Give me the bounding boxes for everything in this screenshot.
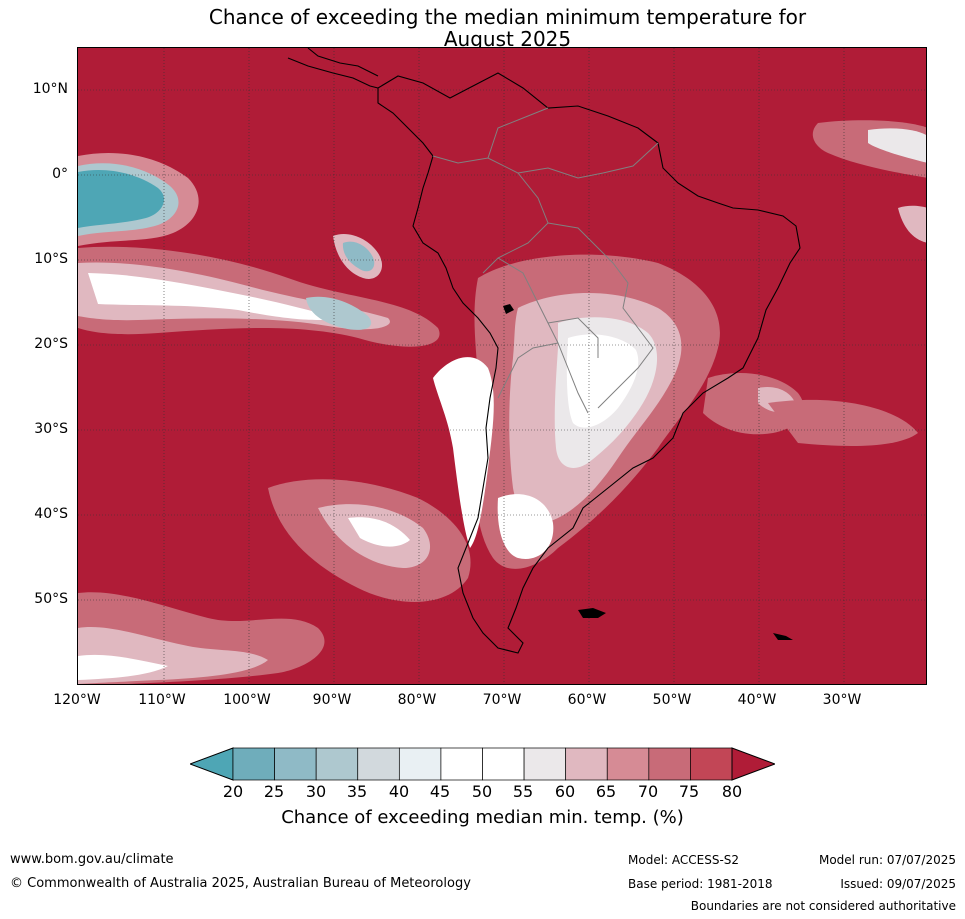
lat-label-10s: 10°S: [34, 251, 68, 267]
lake-titicaca: [503, 304, 514, 314]
falkland-islands: [578, 608, 606, 618]
central-america-coastline: [287, 48, 379, 89]
lon-label-40w: 40°W: [737, 692, 777, 708]
lon-label-80w: 80°W: [397, 692, 437, 708]
lon-label-110w: 110°W: [138, 692, 186, 708]
colorbar-tick-55: 55: [512, 782, 534, 801]
footer-copyright: © Commonwealth of Australia 2025, Austra…: [10, 876, 471, 891]
south-pacific-anomaly-region: [78, 479, 471, 684]
andes-strip: [433, 357, 494, 548]
colorbar-box: [274, 747, 317, 781]
colorbar-arrow-high: [731, 747, 775, 781]
footer-model-run: Model run: 07/07/2025: [818, 853, 956, 867]
continental-anomaly-region: [474, 254, 720, 569]
colorbar-tick-70: 70: [637, 782, 659, 801]
colorbar-box: [690, 747, 733, 781]
footer-model: Model: ACCESS-S2: [628, 853, 740, 867]
colorbar-arrow-low: [190, 747, 234, 781]
lat-label-50s: 50°S: [34, 591, 68, 607]
lon-label-120w: 120°W: [53, 692, 101, 708]
footer-base-period: Base period: 1981-2018: [628, 877, 773, 891]
atlantic-anomaly-region: [703, 120, 926, 446]
colorbar-box: [440, 747, 483, 781]
colorbar-tick-35: 35: [346, 782, 368, 801]
lon-label-30w: 30°W: [822, 692, 862, 708]
map-title-line2: August 2025: [443, 27, 572, 51]
lon-label-60w: 60°W: [567, 692, 607, 708]
map-canvas: [78, 48, 926, 684]
colorbar-box: [232, 747, 275, 781]
south-georgia: [773, 633, 793, 640]
lon-label-50w: 50°W: [652, 692, 692, 708]
pacific-band-region: [78, 233, 440, 347]
map-gridlines: [78, 48, 926, 684]
map-panel: [77, 47, 927, 685]
lat-label-30s: 30°S: [34, 421, 68, 437]
colorbar-box: [565, 747, 608, 781]
colorbar-box: [648, 747, 691, 781]
map-title-line1: Chance of exceeding the median minimum t…: [208, 5, 807, 29]
lat-label-0: 0°: [52, 166, 68, 182]
colorbar-box: [523, 747, 567, 781]
colorbar-box: [482, 747, 525, 781]
colorbar: [190, 747, 775, 781]
colorbar-box: [606, 747, 650, 781]
colorbar-tick-80: 80: [721, 782, 743, 801]
colorbar-tick-45: 45: [429, 782, 451, 801]
footer-issued: Issued: 09/07/2025: [840, 877, 956, 891]
colorbar-tick-40: 40: [388, 782, 410, 801]
footer-website: www.bom.gov.au/climate: [10, 852, 174, 867]
colorbar-tick-30: 30: [305, 782, 327, 801]
colorbar-label: Chance of exceeding median min. temp. (%…: [281, 807, 684, 828]
footer-disclaimer: Boundaries are not considered authoritat…: [690, 899, 956, 913]
colorbar-box: [357, 747, 400, 781]
lon-label-70w: 70°W: [482, 692, 522, 708]
south-america-coastline: [377, 72, 801, 654]
lat-label-20s: 20°S: [34, 336, 68, 352]
lat-label-40s: 40°S: [34, 506, 68, 522]
country-borders: [432, 107, 659, 414]
pacific-anomaly-region: [78, 152, 199, 246]
colorbar-tick-20: 20: [222, 782, 244, 801]
colorbar-box: [315, 747, 359, 781]
colorbar-tick-75: 75: [678, 782, 700, 801]
lat-label-10n: 10°N: [32, 81, 68, 97]
colorbar-tick-25: 25: [263, 782, 285, 801]
colorbar-tick-60: 60: [554, 782, 576, 801]
lon-label-100w: 100°W: [223, 692, 271, 708]
lon-label-90w: 90°W: [312, 692, 352, 708]
colorbar-tick-50: 50: [471, 782, 493, 801]
colorbar-box: [398, 747, 442, 781]
colorbar-tick-65: 65: [595, 782, 617, 801]
